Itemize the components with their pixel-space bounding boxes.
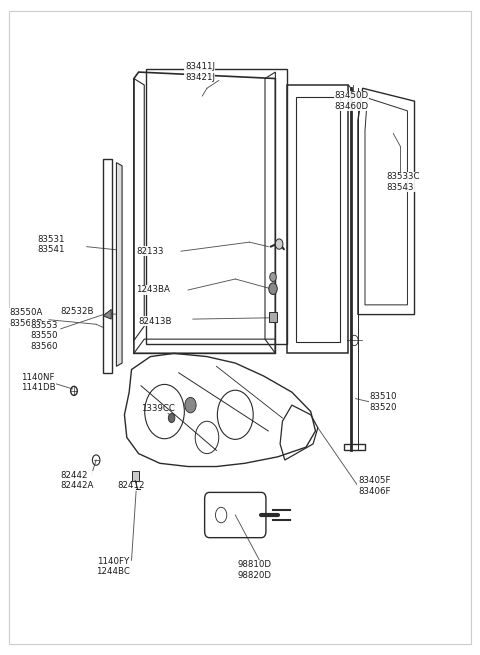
Circle shape xyxy=(270,272,276,282)
Text: 83553
83550
83560: 83553 83550 83560 xyxy=(30,321,58,351)
Circle shape xyxy=(269,283,277,295)
Text: 83510
83520: 83510 83520 xyxy=(370,392,397,411)
Text: 83411J
83421J: 83411J 83421J xyxy=(185,62,215,82)
Text: 82133: 82133 xyxy=(136,247,164,255)
Circle shape xyxy=(168,413,175,422)
Text: 82413B: 82413B xyxy=(139,316,172,326)
Text: 83405F
83406F: 83405F 83406F xyxy=(358,476,390,496)
Circle shape xyxy=(185,398,196,413)
Text: 83531
83541: 83531 83541 xyxy=(37,235,65,254)
Text: 82442
82442A: 82442 82442A xyxy=(61,471,94,491)
Polygon shape xyxy=(132,471,139,481)
Text: 1140NF
1141DB: 1140NF 1141DB xyxy=(21,373,55,392)
Text: 82412: 82412 xyxy=(118,481,145,491)
Text: 98810D
98820D: 98810D 98820D xyxy=(237,560,271,580)
Text: 83550A
83560B: 83550A 83560B xyxy=(9,308,42,328)
Text: 82532B: 82532B xyxy=(61,307,94,316)
Text: 1243BA: 1243BA xyxy=(136,286,170,295)
Polygon shape xyxy=(117,162,122,366)
Text: 83533C
83543: 83533C 83543 xyxy=(386,172,420,192)
Polygon shape xyxy=(269,312,277,322)
Circle shape xyxy=(276,239,283,250)
Text: 1339CC: 1339CC xyxy=(141,404,175,413)
Text: 83450D
83460D: 83450D 83460D xyxy=(335,92,369,111)
Text: 1140FY
1244BC: 1140FY 1244BC xyxy=(96,557,130,576)
Polygon shape xyxy=(103,309,111,319)
